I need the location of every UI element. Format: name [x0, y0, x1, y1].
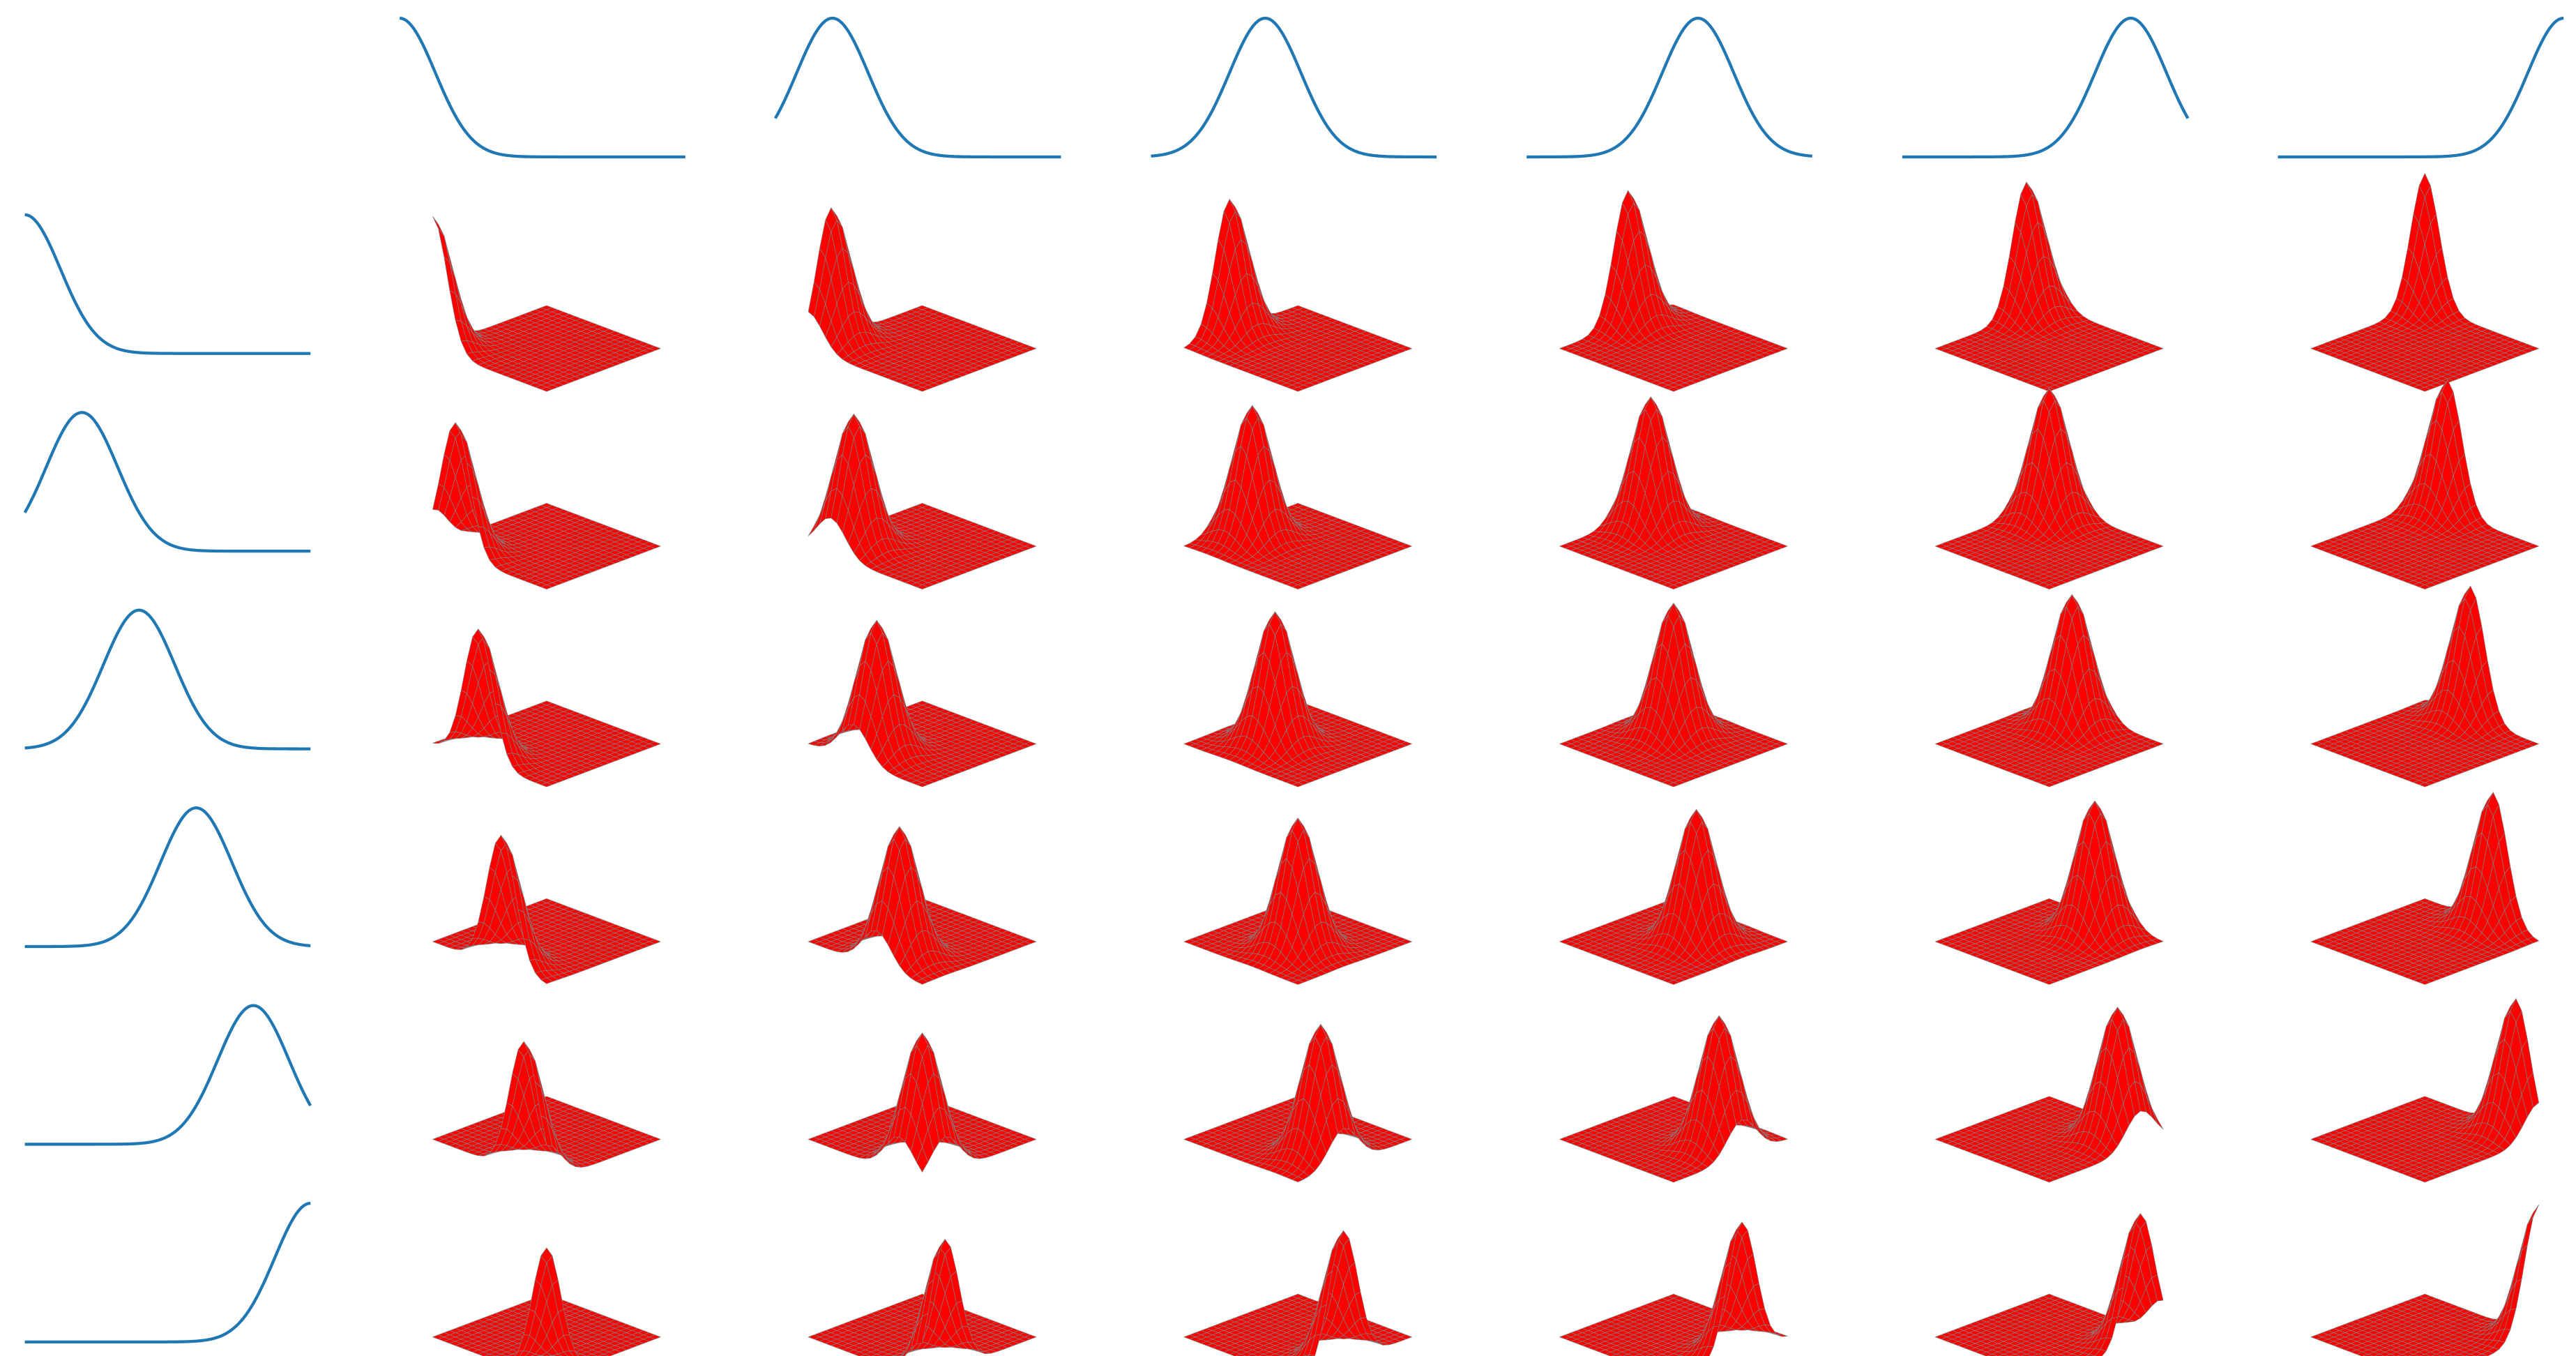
- basis-curve: [24, 1004, 312, 1146]
- surface: [1559, 396, 1788, 589]
- basis-curve: [1526, 16, 1812, 159]
- basis-curve: [2278, 16, 2564, 159]
- surface: [1934, 388, 2164, 589]
- surface: [1183, 405, 1412, 589]
- basis-curve: [399, 16, 685, 159]
- basis-curve: [24, 1201, 311, 1344]
- basis-curve: [24, 806, 311, 949]
- basis-curve: [773, 16, 1061, 159]
- basis-curve: [1151, 16, 1437, 159]
- basis-curve: [24, 213, 311, 355]
- basis-curve: [1902, 16, 2190, 159]
- basis-curve: [23, 411, 311, 553]
- basis-curve: [24, 608, 311, 751]
- surface: [432, 422, 661, 589]
- surface: [808, 207, 1037, 392]
- surface: [1183, 199, 1412, 392]
- surface-cell: [432, 216, 445, 236]
- surface: [1559, 190, 1788, 392]
- surface: [808, 414, 1037, 589]
- surface: [2310, 379, 2539, 589]
- surface: [432, 216, 661, 392]
- surface: [2310, 173, 2539, 392]
- surface: [1934, 181, 2164, 392]
- surface: [432, 628, 661, 788]
- surface-cell: [540, 386, 553, 392]
